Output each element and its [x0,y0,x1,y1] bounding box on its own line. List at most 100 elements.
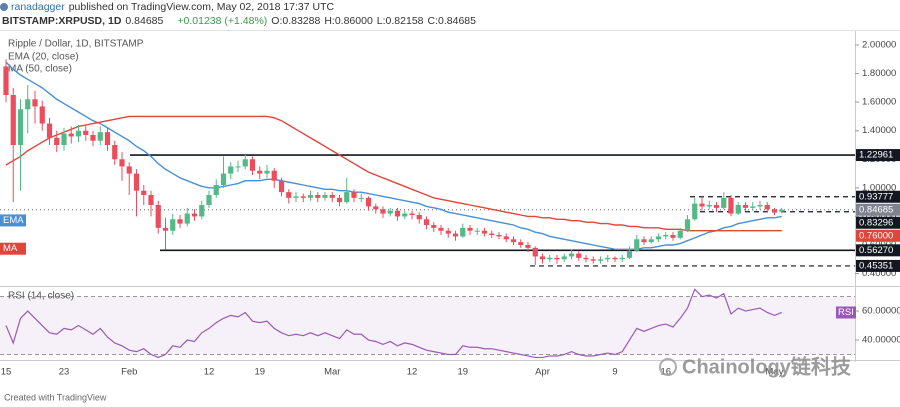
candle-body [387,210,393,214]
candle-body [431,225,437,228]
overlay: EMA MA 1.22961 0.93777 0.84685 0.83296 0.76000… [0,149,900,319]
candle-body [32,99,38,107]
candle-body [699,203,705,207]
candle-body [626,250,633,258]
author[interactable]: ranadagger [11,1,65,13]
candle-body [365,197,372,207]
candle-body [713,205,720,208]
candle-body [757,205,763,207]
candle-body [670,235,676,238]
candle-body [663,235,669,237]
price-tag [856,190,900,203]
candle-body [750,206,756,208]
candle-body [148,195,154,205]
candle-body [518,242,524,245]
x-tick-label: 12 [204,367,215,378]
x-tick-label: Mar [324,367,340,378]
candle-body [583,257,589,260]
x-tick-label: 15 [1,367,12,378]
y-tick-label: 0.40000 [862,268,896,279]
symbol: BITSTAMP:XRPUSD, 1D [2,15,122,27]
candle-body [336,197,343,203]
candle-body [286,192,292,198]
indicator-line [5,115,782,232]
candle-body [141,190,147,195]
legend-entry: MA (50, close) [8,64,72,75]
candle-body [351,192,357,198]
candle-body [155,205,161,228]
candle-body [489,233,495,235]
rsi-line [5,288,782,359]
candle-body [764,205,770,210]
y-tick-label: 1.80000 [862,68,896,79]
legend-entry: RSI (14, close) [8,291,74,302]
last-price: 0.84685 [125,15,163,27]
footer: Created with TradingView [4,392,107,402]
y-tick-label: 1.40000 [862,125,896,136]
candle-body [162,227,169,231]
price-tag [856,229,900,242]
candle-body [170,219,176,231]
candle-body [25,99,31,110]
candle-body [293,196,299,198]
candle-body [220,173,227,185]
candle-body [17,109,24,145]
candle-body [481,230,488,234]
x-tick-label: Feb [121,367,137,378]
candle-body [619,257,625,260]
ohlc-low: L:0.82158 [377,15,424,27]
y-tick-label: 2.00000 [862,40,896,51]
candle-body [597,259,604,261]
candle-body [380,209,386,214]
candle-body [307,195,314,198]
candle-body [344,192,350,203]
candle-body [104,132,111,145]
price-tag-label: 0.93777 [859,191,893,202]
candle-body [133,173,140,191]
y-tick-label: 0.80000 [862,211,896,222]
watermark-icon [659,358,677,376]
candle-body [554,257,560,260]
candle-body [235,166,241,168]
candle-body [126,166,132,174]
candle-body [242,159,248,167]
candle-body [634,239,640,251]
candle-body [278,180,285,193]
series-tag [0,242,26,255]
x-tick-label: 23 [59,367,70,378]
price-tag-label: 1.22961 [859,150,893,161]
price-tag-label: 0.84685 [859,204,893,215]
candle-body [503,236,509,240]
candle-body [561,256,567,260]
candle-body [264,170,270,174]
candle-body [54,137,60,145]
x-tick-label: 16 [660,367,671,378]
avatar [0,3,8,11]
candle-body [394,210,401,217]
x-tick-label: 12 [407,367,418,378]
candle-body [119,159,125,167]
candle-body [75,130,82,137]
candle-body [452,233,459,237]
candle-body [199,205,205,217]
indicator-line [5,61,782,250]
candle-body [373,206,379,210]
candle-body [612,257,618,260]
candle-body [721,197,727,208]
candle-body [112,145,118,160]
price-tag [856,244,900,257]
candle-body [271,170,277,181]
x-tick-label: 19 [457,367,468,378]
candle-body [315,195,321,198]
price-tag-label: 0.56270 [859,245,893,256]
candle-body [61,133,67,145]
candle-body [728,197,734,214]
y-tick-label: 40.00000 [862,335,900,346]
candle-body [68,133,74,137]
candle-body [771,209,778,213]
candle-body [191,213,198,217]
candle-body [228,166,234,174]
candle-body [460,227,466,237]
candle-body [445,230,451,234]
candle-body [438,227,444,231]
